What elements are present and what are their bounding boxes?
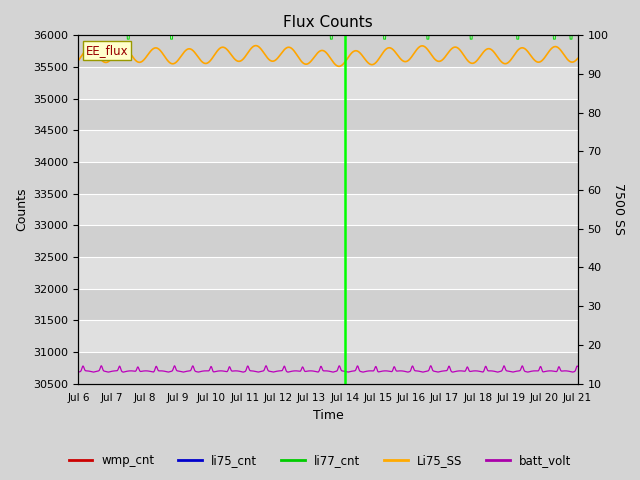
Li75_SS [564, 57, 572, 63]
Y-axis label: Counts: Counts [15, 188, 28, 231]
Bar [79, 320, 578, 352]
li77_cnt [574, 33, 582, 38]
Bar [79, 193, 578, 225]
batt_volt [75, 369, 83, 375]
batt_volt [574, 363, 582, 369]
batt_volt [564, 368, 572, 374]
Bar [79, 225, 578, 257]
Bar [79, 67, 578, 99]
Line: li77_cnt: li77_cnt [79, 36, 578, 39]
li77_cnt [124, 36, 131, 42]
Y-axis label: 7500 SS: 7500 SS [612, 183, 625, 235]
Title: Flux Counts: Flux Counts [283, 15, 373, 30]
X-axis label: Time: Time [312, 409, 344, 422]
li77_cnt [564, 33, 572, 38]
Bar [79, 288, 578, 320]
Li75_SS [574, 56, 582, 61]
Line: Li75_SS: Li75_SS [79, 46, 578, 66]
batt_volt [510, 369, 518, 374]
Bar [79, 36, 578, 67]
Bar [79, 130, 578, 162]
batt_volt [288, 368, 296, 374]
Li75_SS [288, 46, 296, 51]
batt_volt [161, 369, 169, 374]
Li75_SS [75, 58, 83, 63]
li77_cnt [75, 33, 83, 38]
Bar [79, 162, 578, 193]
Li75_SS [161, 54, 169, 60]
batt_volt [131, 368, 139, 374]
batt_volt [262, 363, 270, 369]
Li75_SS [266, 58, 274, 63]
Li75_SS [252, 43, 260, 48]
li77_cnt [161, 33, 169, 38]
Text: EE_flux: EE_flux [86, 44, 129, 57]
Li75_SS [335, 63, 343, 69]
li77_cnt [288, 33, 296, 38]
li77_cnt [132, 33, 140, 38]
li77_cnt [266, 33, 274, 38]
Bar [79, 99, 578, 130]
batt_volt [266, 369, 274, 374]
Bar [79, 257, 578, 288]
Li75_SS [131, 57, 139, 63]
li77_cnt [510, 33, 518, 38]
Li75_SS [511, 52, 518, 58]
Legend: wmp_cnt, li75_cnt, li77_cnt, Li75_SS, batt_volt: wmp_cnt, li75_cnt, li77_cnt, Li75_SS, ba… [64, 449, 576, 472]
Line: batt_volt: batt_volt [79, 366, 578, 372]
Bar [79, 352, 578, 384]
